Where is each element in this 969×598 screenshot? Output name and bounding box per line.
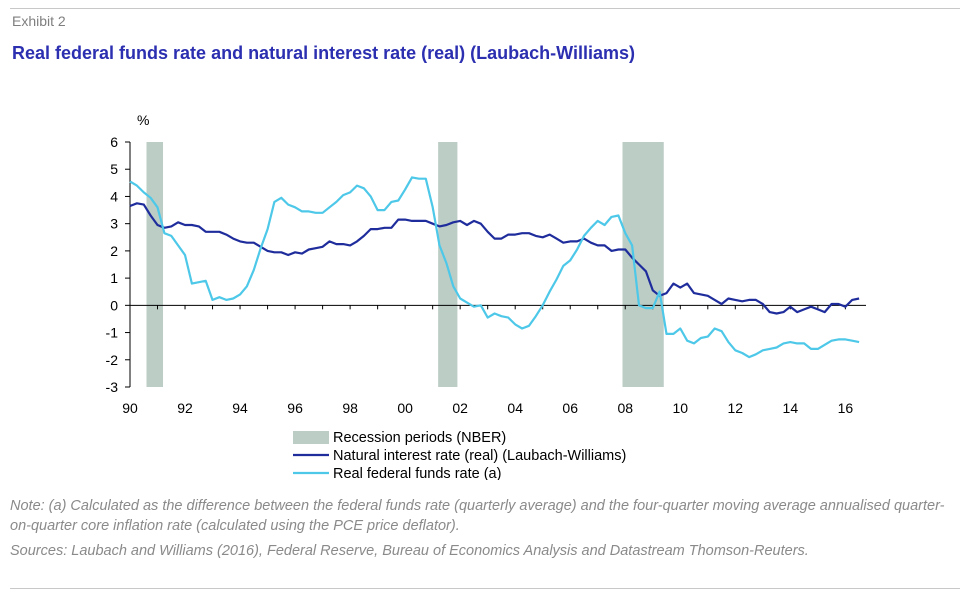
y-tick-label: 0 bbox=[110, 297, 118, 313]
x-tick-label: 10 bbox=[672, 400, 688, 416]
legend-label-natural: Natural interest rate (real) (Laubach-Wi… bbox=[333, 448, 626, 464]
y-tick-label: 2 bbox=[110, 243, 118, 259]
x-tick-label: 90 bbox=[122, 400, 138, 416]
x-tick-label: 04 bbox=[507, 400, 523, 416]
sources-text: Sources: Laubach and Williams (2016), Fe… bbox=[10, 543, 809, 559]
series-line-natural bbox=[129, 202, 860, 315]
y-tick-label: -2 bbox=[106, 352, 119, 368]
y-tick-label: -3 bbox=[106, 379, 119, 395]
series-line-funds bbox=[129, 176, 860, 359]
exhibit-label: Exhibit 2 bbox=[12, 13, 66, 29]
legend: Recession periods (NBER) Natural interest… bbox=[293, 430, 626, 480]
y-axis-label: % bbox=[137, 112, 149, 128]
y-tick-label: 3 bbox=[110, 216, 118, 232]
recession-bands bbox=[146, 142, 664, 387]
x-tick-label: 06 bbox=[562, 400, 578, 416]
series-lines bbox=[129, 176, 860, 359]
bottom-rule bbox=[10, 588, 960, 589]
legend-swatch-recession bbox=[293, 431, 329, 444]
x-tick-label: 00 bbox=[397, 400, 413, 416]
y-tick-label: 1 bbox=[110, 270, 118, 286]
x-tick-label: 16 bbox=[838, 400, 854, 416]
y-tick-label: 6 bbox=[110, 134, 118, 150]
x-tick-label: 92 bbox=[177, 400, 193, 416]
x-tick-label: 08 bbox=[617, 400, 633, 416]
x-tick-label: 02 bbox=[452, 400, 468, 416]
y-tick-label: 5 bbox=[110, 161, 118, 177]
y-tick-label: 4 bbox=[110, 188, 118, 204]
recession-band-3 bbox=[622, 142, 664, 387]
chart-title: Real federal funds rate and natural inte… bbox=[12, 43, 635, 63]
x-tick-label: 94 bbox=[232, 400, 248, 416]
x-tick-label: 12 bbox=[728, 400, 744, 416]
note-text: Note: (a) Calculated as the difference b… bbox=[10, 498, 945, 534]
x-tick-label: 96 bbox=[287, 400, 303, 416]
top-rule bbox=[10, 8, 960, 9]
x-tick-label: 98 bbox=[342, 400, 358, 416]
legend-label-funds: Real federal funds rate (a) bbox=[333, 466, 501, 480]
legend-label-recession: Recession periods (NBER) bbox=[333, 430, 506, 446]
y-tick-label: -1 bbox=[106, 325, 119, 341]
recession-band-1 bbox=[146, 142, 164, 387]
x-tick-label: 14 bbox=[783, 400, 799, 416]
